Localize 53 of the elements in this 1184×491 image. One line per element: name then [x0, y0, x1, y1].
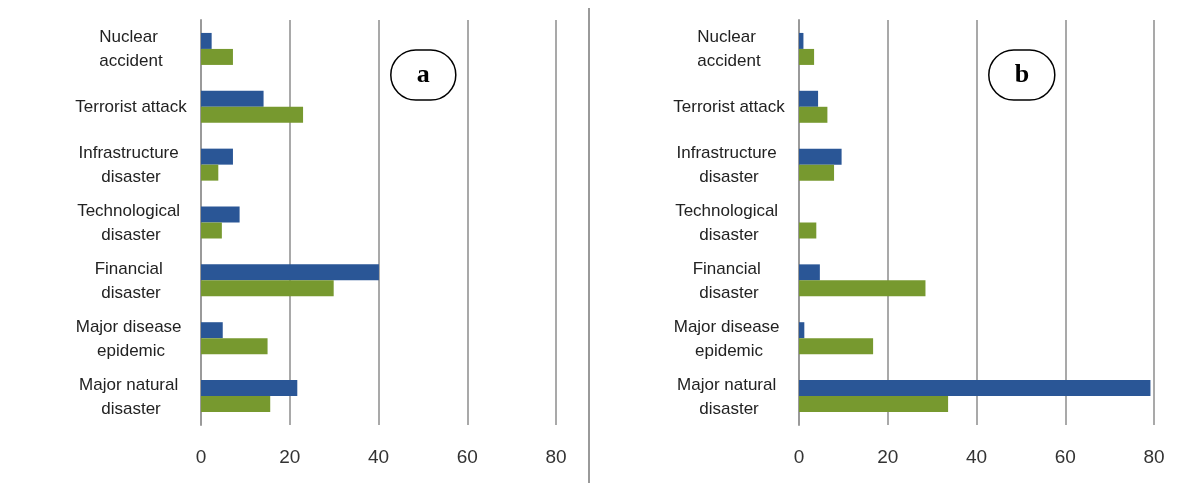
bar: [201, 222, 222, 239]
bar: [799, 106, 828, 123]
x-tick-label: 0: [793, 446, 805, 467]
bar: [201, 396, 271, 413]
x-tick-label: 40: [965, 446, 988, 467]
y-tick-label: Infrastructure disaster: [78, 143, 184, 187]
bar: [201, 32, 212, 49]
bar: [201, 338, 268, 355]
bar: [799, 48, 815, 65]
y-tick-label: Nuclear accident: [99, 27, 163, 71]
text: b: [1014, 58, 1030, 88]
bar: [799, 32, 804, 49]
x-tick-label: 60: [456, 446, 478, 467]
x-tick-label: 80: [1143, 446, 1165, 467]
bar: [201, 264, 379, 281]
bar: [799, 280, 926, 297]
bar: [201, 90, 264, 107]
bar: [201, 148, 233, 165]
bar: [201, 106, 304, 123]
text: a: [416, 58, 430, 88]
bar: [201, 280, 334, 297]
bar: [201, 48, 233, 65]
bar: [799, 322, 805, 339]
bar: [799, 90, 819, 107]
bar: [201, 380, 298, 397]
y-tick-label: Financial disaster: [692, 258, 766, 302]
x-tick-label: 20: [877, 446, 899, 467]
bar: [799, 338, 874, 355]
y-tick-label: Nuclear accident: [697, 27, 761, 71]
bar: [201, 322, 223, 339]
y-tick-label: Terrorist attack: [75, 97, 188, 117]
y-tick-label: Technological disaster: [77, 201, 185, 244]
bar: [799, 264, 820, 281]
x-tick-label: 80: [545, 446, 567, 467]
y-tick-label: Terrorist attack: [673, 97, 786, 117]
bar: [799, 148, 842, 165]
y-tick-label: Financial disaster: [94, 258, 168, 302]
y-tick-label: Technological disaster: [675, 201, 783, 244]
y-tick-label: Major disease epidemic: [673, 316, 785, 360]
x-tick-label: 0: [195, 446, 207, 467]
x-tick-label: 40: [367, 446, 390, 467]
y-tick-label: Major natural disaster: [677, 374, 781, 418]
x-tick-label: 60: [1054, 446, 1076, 467]
y-tick-label: Infrastructure disaster: [676, 143, 782, 187]
x-tick-label: 20: [279, 446, 301, 467]
bar: [799, 222, 817, 239]
bar: [799, 164, 835, 181]
bar: [799, 380, 1151, 397]
y-tick-label: Major disease epidemic: [75, 316, 187, 360]
y-tick-label: Major natural disaster: [79, 374, 183, 418]
bar: [201, 206, 240, 223]
bar: [201, 164, 219, 181]
bar: [799, 396, 949, 413]
